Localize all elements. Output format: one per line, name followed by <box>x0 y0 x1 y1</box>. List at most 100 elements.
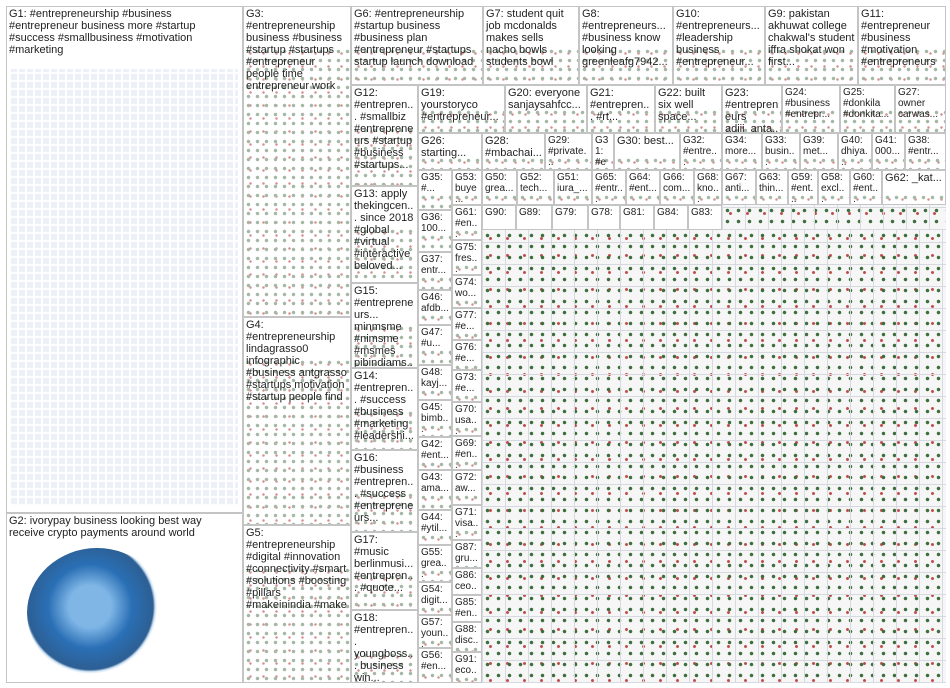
group-label: G55: grea... <box>421 547 447 580</box>
group-label: G33: busin... <box>765 135 795 168</box>
group-box: G67: anti... <box>722 170 756 205</box>
group-box: G57: youn... <box>418 615 452 648</box>
group-label: G16: #business #entrepren... #success #e… <box>354 452 414 524</box>
group-box: G68: kno... <box>694 170 722 205</box>
group-label: G44: #ytil... <box>421 512 448 534</box>
group-box: G36: 100... <box>418 210 452 252</box>
group-label: G3: #entrepreneurship business #business… <box>246 8 343 92</box>
group-label: G27: owner carwas... <box>898 87 939 120</box>
group-box: G50: grea... <box>482 170 517 205</box>
group-label: G86: ceo... <box>455 570 477 594</box>
group-box: G77: #e... <box>452 308 482 340</box>
group-label: G63: thin... <box>759 172 784 194</box>
group-box: G25: #donkila #donkita... <box>840 85 895 133</box>
group-box: G46: afdb... <box>418 290 452 325</box>
group-label: G1: #entrepreneurship #business #entrepr… <box>9 8 196 56</box>
group-box: G91: eco... <box>452 652 482 683</box>
group-box: G85: #en... <box>452 595 482 622</box>
group-label: G56: #en... <box>421 650 447 672</box>
group-box: G90: <box>482 205 516 230</box>
group-label: G24: #business #entrepr... <box>785 87 831 120</box>
group-label: G48: kayj... <box>421 367 448 389</box>
group-label: G83: <box>691 207 713 218</box>
group-label: G35: #... <box>421 172 443 194</box>
group-label: G20: everyone sanjaysahfcc... <box>508 87 581 111</box>
node-cluster <box>27 548 167 678</box>
group-box: G40: dhiya... <box>838 133 872 170</box>
group-label: G72: aw... <box>455 472 477 494</box>
group-box: G17: #music berlinmusi... #entrepren... … <box>351 532 418 610</box>
group-label: G38: #entr... <box>908 135 939 157</box>
group-box: G18: #entrepren... youngboss... business… <box>351 610 418 683</box>
group-box: G83: <box>688 205 722 230</box>
group-label: G18: #entrepren... youngboss... business… <box>354 612 414 683</box>
group-label: G19: yourstoryco #entrepreneur... <box>421 87 499 123</box>
group-label: G7: student quit job mcdonalds makes sel… <box>486 8 564 68</box>
group-label: G60: #ent... <box>853 172 879 205</box>
group-box: G4: #entrepreneurship lindagrasso0 infog… <box>243 317 351 525</box>
group-box: G51: iura_... <box>554 170 592 205</box>
group-label: G10: #entrepreneurs... #leadership busin… <box>676 8 760 68</box>
group-label: G89: <box>519 207 541 218</box>
group-box: G13: apply thekingcen... since 2018 #glo… <box>351 186 418 283</box>
group-box: G78: <box>588 205 620 230</box>
node-cluster <box>553 228 587 229</box>
group-box: G58: excl... <box>818 170 850 205</box>
group-label: G58: excl... <box>821 172 845 205</box>
group-label: G46: afdb... <box>421 292 449 314</box>
group-box: G61: #en... <box>452 205 482 240</box>
group-box: G11: #entrepreneur #business #motivation… <box>858 6 946 85</box>
group-label: G36: 100... <box>421 212 447 234</box>
group-label: G51: iura_... <box>557 172 588 194</box>
group-box: G48: kayj... <box>418 365 452 400</box>
group-box: G88: disc... <box>452 622 482 652</box>
group-label: G57: youn... <box>421 617 449 648</box>
group-label: G91: eco... <box>455 654 477 683</box>
group-box: G6: #entrepreneurship #startup business … <box>351 6 483 85</box>
node-cluster <box>419 275 451 289</box>
group-label: G68: kno... <box>697 172 719 205</box>
node-cluster <box>419 193 451 209</box>
group-label: G50: grea... <box>485 172 514 194</box>
group-box: G42: #ent... <box>418 437 452 470</box>
group-label: G45: bimb... <box>421 402 449 435</box>
group-label: G29: #private... <box>548 135 587 168</box>
group-box: G26: starting... <box>418 133 482 170</box>
group-box: G43: ama... <box>418 470 452 510</box>
node-cluster <box>517 228 551 229</box>
group-label: G84: <box>657 207 679 218</box>
group-box: G14: #entrepren... #success #business #m… <box>351 368 418 450</box>
group-box: G71: visa... <box>452 505 482 540</box>
group-label: G61: #en... <box>455 207 478 240</box>
group-label: G28: #mbachai... <box>485 135 542 159</box>
group-box: G29: #private... <box>545 133 592 170</box>
node-cluster <box>419 493 451 509</box>
group-box: G54: digit... <box>418 582 452 615</box>
group-label: G65: #entr... <box>595 172 623 205</box>
group-label: G21: #entrepren... #rt... <box>590 87 650 123</box>
group-box: G86: ceo... <box>452 568 482 595</box>
group-box: G2: ivorypay business looking best way r… <box>6 513 243 683</box>
group-box: G32: #entre... <box>680 133 722 170</box>
node-cluster <box>615 156 679 169</box>
group-box: G34: more... <box>722 133 762 170</box>
group-label: G42: #ent... <box>421 439 449 461</box>
group-box: G47: #u... <box>418 325 452 365</box>
group-label: G85: #en... <box>455 597 478 621</box>
group-label: G78: <box>591 207 613 218</box>
group-box: G55: grea... <box>418 545 452 582</box>
group-label: G41: 000... <box>875 135 901 157</box>
group-box: G62: _kat... <box>882 170 946 205</box>
group-box: G3: #entrepreneurship business #business… <box>243 6 351 317</box>
group-label: G71: visa... <box>455 507 479 540</box>
group-label: G90: <box>485 207 507 218</box>
group-label: G25: #donkila #donkita... <box>843 87 890 120</box>
small-groups-field <box>482 230 946 683</box>
group-label: G70: usa... <box>455 404 477 436</box>
group-box: G59: #ent... <box>788 170 818 205</box>
group-label: G5: #entrepreneurship #digital #innovati… <box>246 527 347 611</box>
group-box: G39: met... <box>800 133 838 170</box>
group-label: G40: dhiya... <box>841 135 868 168</box>
group-box: G23: #entrepreneurs adiji_anta... <box>722 85 782 133</box>
group-label: G73: #e... <box>455 372 477 394</box>
